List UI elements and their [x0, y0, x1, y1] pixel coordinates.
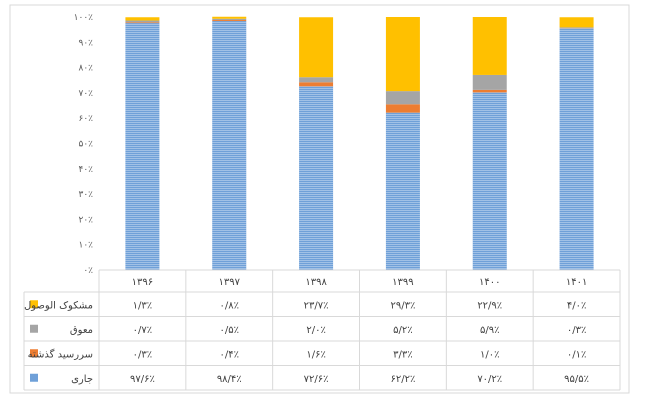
y-tick-label: ۲۰٪	[78, 215, 93, 225]
data-label: ۱/۶٪	[306, 349, 325, 360]
data-label: ۹۷/۶٪	[130, 374, 155, 385]
category-label: ۱۳۹۶	[132, 277, 153, 288]
bar-texture	[385, 112, 420, 270]
data-label: ۰/۷٪	[133, 325, 152, 336]
data-label: ۹۵/۵٪	[564, 374, 589, 385]
bar-segment	[472, 74, 507, 90]
bar-segment	[385, 17, 420, 92]
data-label: ۰/۳٪	[567, 325, 586, 336]
data-label: ۷۰/۲٪	[477, 374, 502, 385]
data-table: ۱۳۹۶ ۱۳۹۷ ۱۳۹۸ ۱۳۹۹ ۱۴۰۰ ۱۴۰۱ مشکوک الوصول ۱/۳٪…	[23, 269, 621, 391]
y-tick-label: ۱۰۰٪	[74, 13, 94, 23]
data-label: ۱/۰٪	[480, 349, 499, 360]
bar-segment	[299, 77, 334, 83]
category-label: ۱۳۹۸	[305, 277, 327, 288]
bars	[125, 16, 594, 271]
y-tick-label: ۴۰٪	[78, 165, 93, 175]
data-label: ۰/۱٪	[567, 349, 586, 360]
category-label: ۱۴۰۰	[479, 277, 500, 288]
bar-segment	[299, 17, 334, 78]
bar-segment	[212, 16, 247, 19]
y-tick-label: ۳۰٪	[78, 190, 93, 200]
y-tick-label: ۷۰٪	[78, 89, 93, 99]
legend-label: سررسید گذشته	[28, 348, 93, 360]
data-label: ۲۳/۷٪	[304, 300, 329, 311]
bar-texture	[472, 92, 507, 270]
y-tick-label: ۹۰٪	[78, 38, 93, 48]
bar-segment	[559, 17, 594, 28]
y-axis: ۰٪ ۱۰٪ ۲۰٪ ۳۰٪ ۴۰٪ ۵۰٪ ۶۰٪ ۷۰٪ ۸۰٪ ۹۰٪ ۱۰۰٪	[74, 13, 94, 276]
y-tick-label: ۱۰٪	[78, 241, 93, 251]
data-label: ۱/۳٪	[133, 300, 152, 311]
legend-label: جاری	[71, 374, 93, 385]
data-label: ۰/۵٪	[220, 325, 239, 336]
bar-segment	[472, 17, 507, 75]
y-tick-label: ۵۰٪	[78, 140, 93, 150]
data-label: ۵/۲٪	[393, 325, 412, 336]
bar-segment	[385, 104, 420, 113]
legend-label: معوق	[70, 325, 93, 336]
bar-segment	[385, 91, 420, 105]
legend-swatch	[30, 324, 38, 333]
data-label: ۰/۸٪	[220, 300, 239, 311]
y-tick-label: ۸۰٪	[78, 64, 93, 74]
bar-segment	[125, 20, 160, 23]
y-tick-label: ۰٪	[83, 266, 93, 276]
legend-label: مشکوک الوصول	[24, 300, 93, 311]
legend-swatch	[30, 373, 38, 382]
bar-texture	[212, 21, 247, 270]
data-label: ۵/۹٪	[480, 325, 499, 336]
bar-segment	[472, 89, 507, 93]
data-label: ۲۹/۳٪	[390, 300, 415, 311]
bar-segment	[125, 22, 160, 24]
legend-swatch	[30, 349, 38, 358]
data-label: ۳/۳٪	[393, 349, 412, 360]
bar-segment	[212, 20, 247, 22]
bar-texture	[559, 28, 594, 271]
category-label: ۱۴۰۱	[566, 277, 587, 288]
bar-segment	[299, 82, 334, 87]
data-label: ۹۸/۴٪	[217, 374, 242, 385]
data-label: ۷۲/۶٪	[304, 374, 329, 385]
data-label: ۰/۳٪	[133, 349, 152, 360]
category-label: ۱۳۹۹	[392, 277, 413, 288]
bar-segment	[559, 27, 594, 29]
data-label: ۲۲/۹٪	[477, 300, 502, 311]
bar-segment	[212, 18, 247, 21]
data-label: ۲/۰٪	[306, 325, 325, 336]
bar-texture	[125, 23, 160, 270]
data-label: ۰/۴٪	[220, 349, 239, 360]
data-label: ۶۲/۲٪	[390, 374, 415, 385]
bar-segment	[125, 17, 160, 21]
y-tick-label: ۶۰٪	[78, 114, 93, 124]
data-label: ۴/۰٪	[567, 300, 586, 311]
legend-swatch	[30, 300, 38, 309]
category-label: ۱۳۹۷	[219, 277, 241, 288]
bar-texture	[299, 86, 334, 271]
